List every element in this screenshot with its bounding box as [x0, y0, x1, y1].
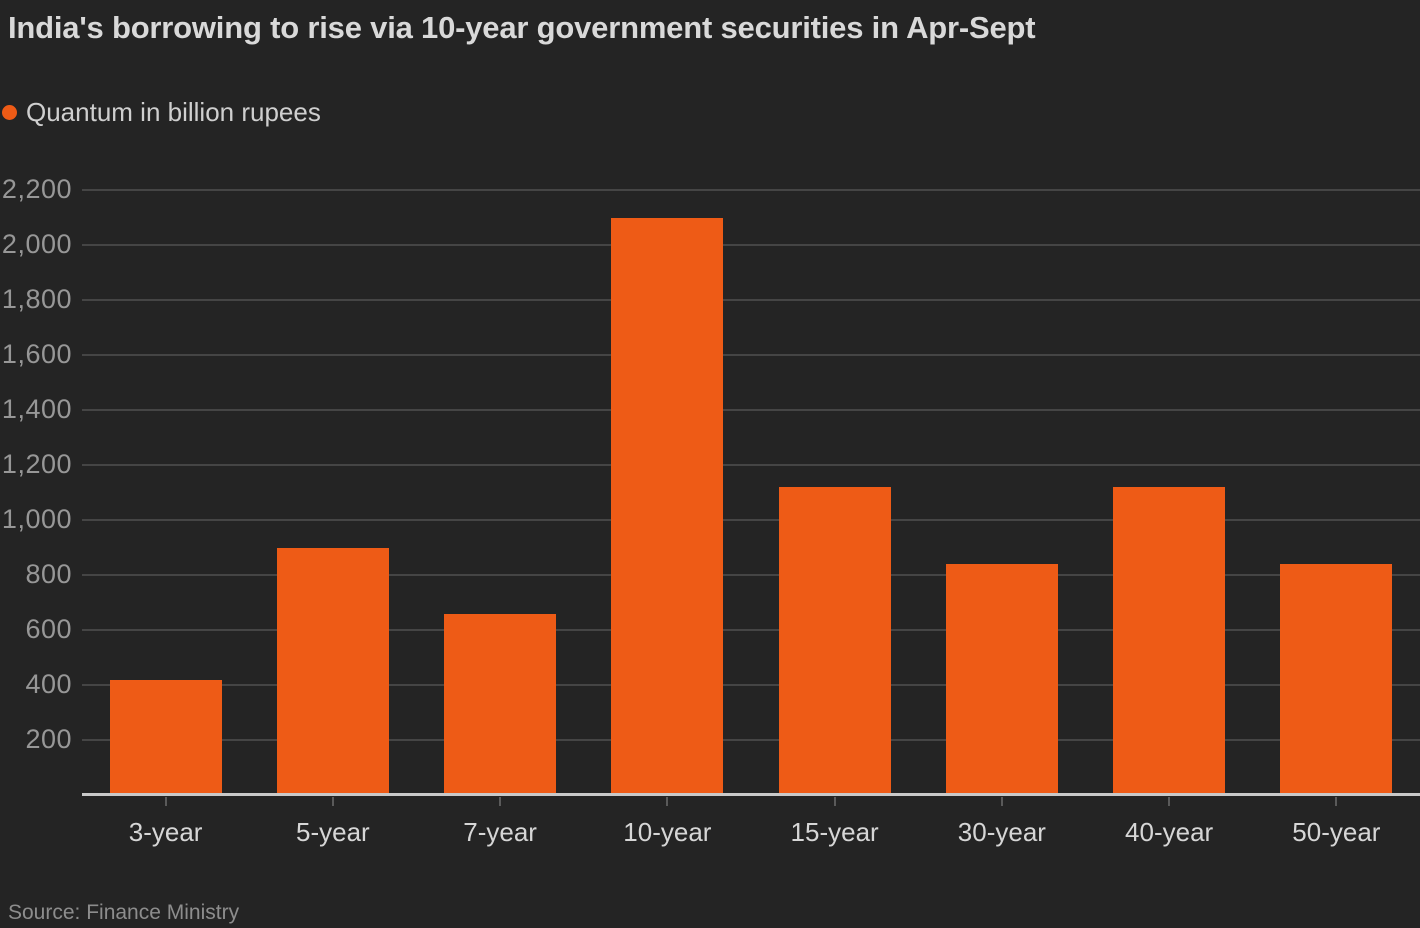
x-tick-label: 30-year [957, 817, 1046, 847]
y-tick-label: 200 [25, 724, 72, 754]
x-tick-label: 15-year [790, 817, 879, 847]
legend: Quantum in billion rupees [2, 97, 321, 128]
axis-tick [164, 797, 167, 806]
x-tick-label: 50-year [1292, 817, 1381, 847]
gridline [82, 189, 1420, 191]
y-tick-label: 600 [25, 614, 72, 644]
legend-marker-icon [2, 105, 17, 120]
x-tick-label: 3-year [128, 817, 203, 847]
y-tick-label: 1,800 [1, 284, 72, 314]
y-tick-label: 400 [25, 669, 72, 699]
axis-tick [1335, 797, 1338, 806]
bar [611, 217, 724, 795]
bar [1280, 564, 1393, 795]
axis-tick [666, 797, 669, 806]
gridline [82, 574, 1420, 576]
x-tick-label: 7-year [463, 817, 537, 847]
gridline [82, 684, 1420, 686]
x-tick-label: 5-year [296, 817, 370, 847]
gridline [82, 244, 1420, 246]
bar [778, 487, 891, 795]
source-note: Source: Finance Ministry [8, 901, 240, 924]
bar [444, 613, 557, 795]
bar [109, 679, 222, 795]
axis-tick [1168, 797, 1171, 806]
gridline [82, 519, 1420, 521]
bar [276, 547, 389, 795]
axis-tick [499, 797, 502, 806]
bar [1113, 487, 1226, 795]
y-tick-label: 1,200 [1, 449, 72, 479]
gridline [82, 299, 1420, 301]
legend-label: Quantum in billion rupees [26, 97, 321, 127]
chart-title: India's borrowing to rise via 10-year go… [8, 10, 1036, 45]
y-tick-label: 1,400 [1, 394, 72, 424]
gridline [82, 739, 1420, 741]
axis-tick [833, 797, 836, 806]
y-tick-label: 2,000 [1, 229, 72, 259]
y-tick-label: 1,600 [1, 339, 72, 369]
gridline [82, 409, 1420, 411]
bar [945, 564, 1058, 795]
gridline [82, 354, 1420, 356]
x-axis-line [82, 793, 1420, 796]
axis-tick [1000, 797, 1003, 806]
axis-tick [331, 797, 334, 806]
y-tick-label: 1,000 [1, 504, 72, 534]
x-tick-label: 10-year [623, 817, 712, 847]
gridline [82, 629, 1420, 631]
gridline [82, 464, 1420, 466]
y-tick-label: 800 [25, 559, 72, 589]
x-tick-label: 40-year [1125, 817, 1214, 847]
y-tick-label: 2,200 [1, 174, 72, 204]
